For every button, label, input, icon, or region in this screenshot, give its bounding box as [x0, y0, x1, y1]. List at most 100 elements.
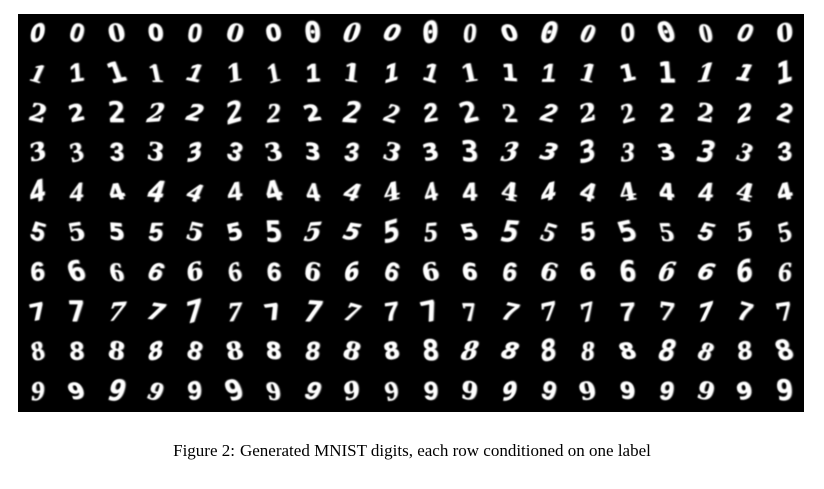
generated-digit: 8 — [339, 337, 365, 368]
generated-digit: 3 — [262, 138, 285, 169]
generated-digit: 8 — [146, 336, 165, 368]
generated-digit: 3 — [146, 137, 165, 169]
generated-digit: 4 — [657, 179, 676, 207]
generated-digit: 8 — [459, 337, 481, 367]
generated-digit: 6 — [343, 257, 361, 289]
generated-digit: 1 — [302, 58, 323, 88]
generated-digit: 1 — [616, 59, 638, 89]
generated-digit: 0 — [222, 18, 247, 50]
generated-digit: 8 — [264, 338, 283, 367]
generated-digit: 4 — [339, 177, 366, 208]
generated-digit: 0 — [341, 19, 363, 49]
generated-digit: 1 — [772, 55, 796, 92]
generated-digit: 3 — [303, 139, 322, 168]
generated-digit: 5 — [422, 216, 439, 248]
generated-digit: 7 — [496, 297, 523, 327]
generated-digit: 6 — [656, 257, 677, 288]
generated-digit: 8 — [580, 336, 596, 368]
generated-digit: 5 — [693, 217, 719, 248]
generated-digit: 7 — [734, 296, 756, 328]
generated-digit: 1 — [539, 58, 558, 88]
generated-digit: 6 — [419, 257, 442, 288]
generated-digit: 2 — [656, 98, 677, 128]
generated-digit: 9 — [29, 376, 46, 408]
generated-digit: 9 — [618, 378, 637, 406]
generated-digit: 2 — [535, 98, 562, 128]
generated-digit: 3 — [379, 138, 404, 169]
generated-digit: 7 — [105, 297, 127, 328]
generated-digit: 6 — [733, 254, 757, 291]
generated-digit: 0 — [146, 20, 165, 48]
generated-digit: 7 — [67, 296, 87, 329]
generated-digit: 1 — [382, 58, 400, 90]
generated-digit: 8 — [222, 337, 246, 368]
generated-digit: 2 — [222, 95, 246, 132]
generated-digit: 4 — [732, 177, 758, 209]
generated-digit: 1 — [182, 58, 208, 89]
generated-digit: 6 — [776, 256, 793, 288]
generated-digit: 3 — [342, 138, 362, 168]
generated-digit: 5 — [65, 218, 89, 248]
generated-digit: 9 — [657, 377, 676, 406]
generated-digit: 4 — [539, 177, 558, 209]
generated-digit: 5 — [146, 218, 165, 247]
generated-digit: 1 — [695, 58, 717, 89]
generated-digit: 6 — [617, 256, 637, 289]
generated-digit: 0 — [732, 18, 759, 49]
generated-digit: 7 — [27, 297, 49, 328]
generated-digit: 4 — [499, 177, 519, 209]
generated-digit: 6 — [303, 257, 323, 289]
generated-digit: 3 — [420, 138, 442, 168]
generated-digit: 3 — [223, 137, 246, 169]
generated-digit: 3 — [106, 138, 127, 168]
generated-digit: 5 — [26, 216, 49, 249]
generated-digit: 0 — [462, 17, 478, 49]
generated-digit: 1 — [342, 58, 362, 90]
generated-digit: 9 — [460, 376, 480, 408]
generated-digit: 9 — [420, 377, 441, 407]
generated-digit: 0 — [29, 18, 47, 50]
generated-digit: 8 — [106, 336, 126, 368]
generated-digit: 9 — [342, 376, 362, 408]
generated-digit: 9 — [693, 376, 718, 408]
generated-digit: 3 — [776, 137, 793, 169]
generated-digit: 3 — [498, 138, 520, 168]
generated-digit: 9 — [500, 376, 518, 408]
generated-digit: 3 — [619, 137, 635, 169]
generated-digit: 2 — [106, 97, 126, 130]
generated-digit: 1 — [575, 58, 600, 89]
generated-digit: 6 — [461, 258, 479, 287]
generated-digit: 7 — [226, 296, 242, 328]
generated-digit: 2 — [145, 98, 166, 129]
generated-digit: 2 — [25, 98, 50, 129]
generated-digit: 8 — [66, 337, 87, 367]
generated-digit: 6 — [263, 257, 284, 287]
generated-digit: 5 — [302, 218, 324, 248]
generated-digit: 1 — [656, 57, 677, 90]
generated-digit: 8 — [303, 337, 322, 367]
generated-digit: 7 — [183, 294, 207, 331]
generated-digit: 9 — [537, 375, 560, 408]
generated-digit: 2 — [696, 98, 716, 129]
generated-digit: 5 — [772, 216, 796, 249]
generated-digit: 9 — [774, 375, 795, 409]
generated-digit: 4 — [69, 177, 85, 209]
generated-digit: 7 — [616, 297, 638, 327]
generated-digit: 8 — [420, 336, 441, 369]
generated-digit: 8 — [536, 333, 561, 371]
generated-digit: 3 — [460, 137, 480, 170]
generated-digit: 9 — [576, 377, 600, 407]
generated-digit: 2 — [773, 97, 796, 129]
generated-digit: 4 — [459, 178, 480, 208]
generated-digit: 5 — [107, 219, 126, 247]
generated-digit: 0 — [303, 17, 323, 51]
generated-digit: 4 — [773, 178, 795, 208]
generated-digit: 7 — [657, 297, 676, 328]
